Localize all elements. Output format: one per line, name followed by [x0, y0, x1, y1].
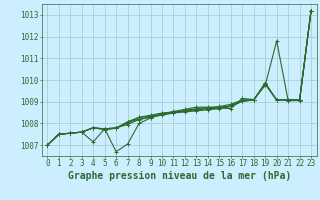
- X-axis label: Graphe pression niveau de la mer (hPa): Graphe pression niveau de la mer (hPa): [68, 171, 291, 181]
